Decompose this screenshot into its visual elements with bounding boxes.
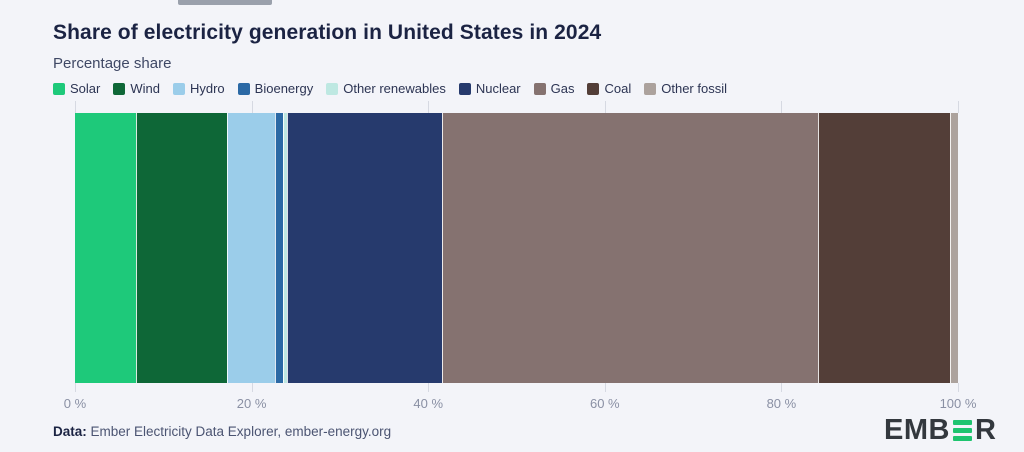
bar-segment-gas[interactable] [442,113,819,383]
tick-top-100 [958,101,959,113]
legend-item-nuclear: Nuclear [458,81,521,96]
tick-bottom-40 [428,383,430,392]
chart-area: 0 % 20 % 40 % 60 % 80 % 100 % [64,101,976,411]
ember-logo: EMB R [884,416,996,445]
legend-label-wind: Wind [130,81,160,96]
legend-item-coal: Coal [587,81,631,96]
tick-top-40 [428,101,430,113]
data-source-label: Data: [53,424,87,439]
tick-bottom-60 [604,383,606,392]
stacked-bar [75,113,958,383]
legend-label-solar: Solar [70,81,101,96]
bar-segment-hydro[interactable] [226,113,275,383]
tick-bottom-80 [781,383,783,392]
legend-swatch-other-fossil [644,82,657,95]
ember-green-bars-e-icon [952,420,972,441]
legend-swatch-nuclear [458,82,471,95]
legend-label-gas: Gas [550,81,575,96]
tick-bottom-100 [958,383,959,392]
legend-swatch-coal [587,82,600,95]
legend-swatch-gas [533,82,546,95]
legend-item-hydro: Hydro [172,81,225,96]
x-tick-label-80: 80 % [766,396,797,411]
bar-segment-bioenergy[interactable] [274,113,284,383]
data-source-text: Ember Electricity Data Explorer, ember-e… [86,424,392,439]
legend-label-other-renewables: Other renewables [343,81,446,96]
ember-logo-text-suffix: R [974,414,997,446]
bar-segment-other-fossil[interactable] [950,113,958,383]
legend-swatch-solar [53,82,65,95]
legend-item-wind: Wind [113,81,160,96]
legend-swatch-wind [113,82,126,95]
chart-title: Share of electricity generation in Unite… [53,21,602,44]
x-tick-label-40: 40 % [413,396,444,411]
x-tick-label-100: 100 % [939,396,977,411]
legend-label-coal: Coal [604,81,632,96]
legend-swatch-bioenergy [237,82,250,95]
tick-top-20 [251,101,253,113]
legend-label-nuclear: Nuclear [475,81,521,96]
legend-label-bioenergy: Bioenergy [254,81,314,96]
top-scrollbar[interactable] [178,0,272,5]
bar-segment-coal[interactable] [818,113,951,383]
tick-top-80 [781,101,783,113]
tick-top-0 [75,101,76,113]
bar-segment-nuclear[interactable] [286,113,443,383]
legend-item-gas: Gas [533,81,575,96]
legend-label-other-fossil: Other fossil [661,81,727,96]
legend-item-solar: Solar [53,81,100,96]
x-tick-label-20: 20 % [236,396,267,411]
bar-segment-other-renewables[interactable] [283,113,287,383]
x-tick-label-60: 60 % [589,396,620,411]
legend-item-other-fossil: Other fossil [644,81,727,96]
x-tick-label-0: 0 % [63,396,87,411]
data-source-note: Data: Ember Electricity Data Explorer, e… [53,424,391,439]
ember-logo-text-prefix: EMB [884,414,950,446]
legend-swatch-other-renewables [326,82,339,95]
legend: Solar Wind Hydro Bioenergy Other renewables N… [53,81,727,96]
bar-segment-wind[interactable] [135,113,227,383]
tick-bottom-20 [251,383,253,392]
legend-item-other-renewables: Other renewables [326,81,446,96]
legend-label-hydro: Hydro [189,81,225,96]
tick-bottom-0 [75,383,76,392]
legend-swatch-hydro [172,82,185,95]
chart-subtitle: Percentage share [53,55,172,72]
bar-segment-solar[interactable] [75,113,136,383]
tick-top-60 [604,101,606,113]
legend-item-bioenergy: Bioenergy [237,81,314,96]
